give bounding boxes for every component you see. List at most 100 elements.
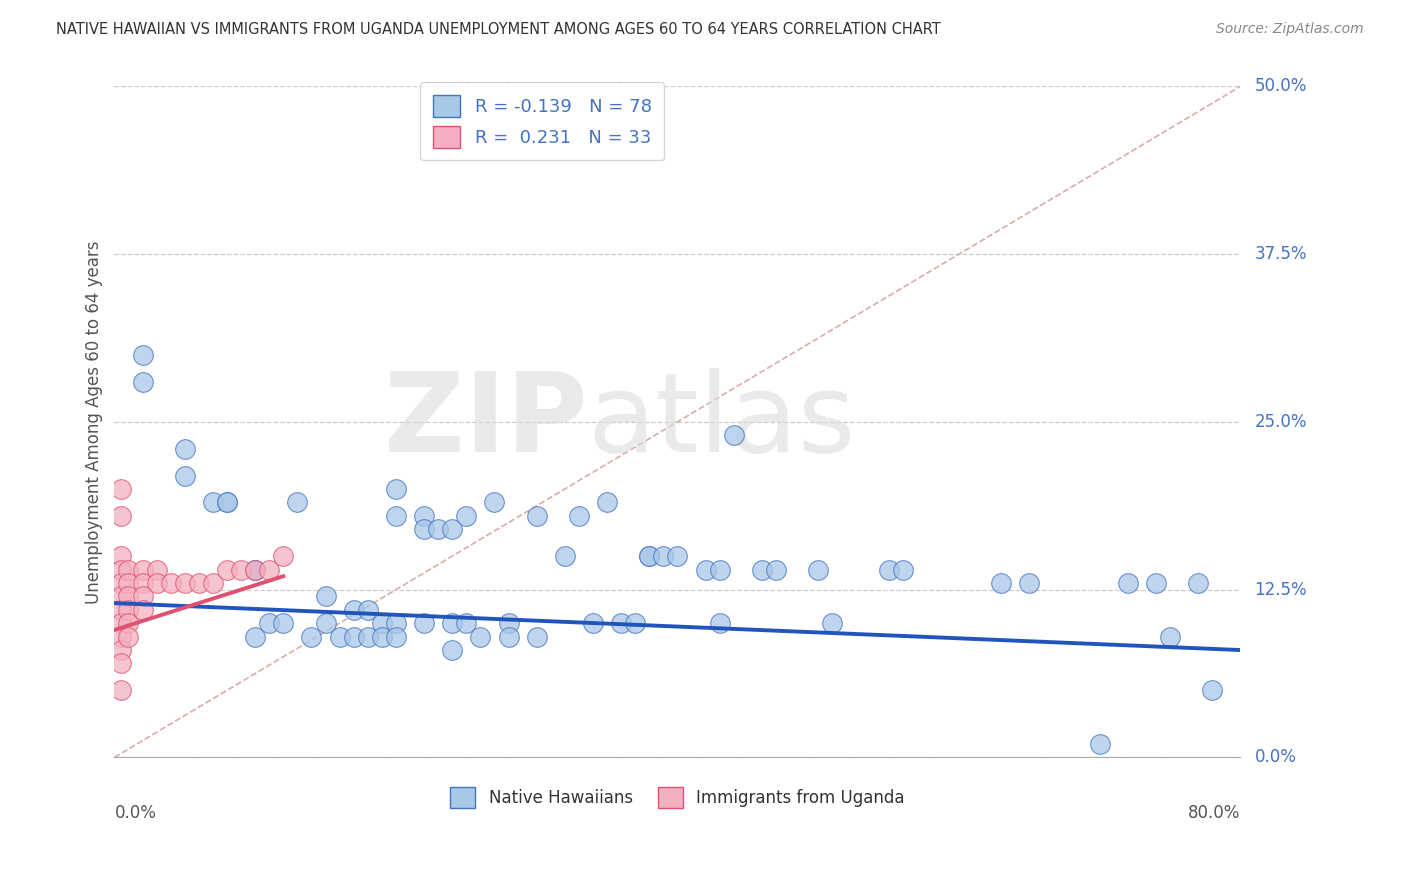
Point [1201,683,1223,698]
Point [1159,630,1181,644]
Point [357,603,380,617]
Point [441,522,464,536]
Point [554,549,576,563]
Point [131,590,153,604]
Point [413,522,436,536]
Point [821,616,844,631]
Text: NATIVE HAWAIIAN VS IMMIGRANTS FROM UGANDA UNEMPLOYMENT AMONG AGES 60 TO 64 YEARS: NATIVE HAWAIIAN VS IMMIGRANTS FROM UGAND… [56,22,941,37]
Point [498,630,520,644]
Point [131,53,153,67]
Point [301,630,323,644]
Text: ZIP: ZIP [384,368,588,475]
Point [201,576,224,591]
Point [441,643,464,657]
Point [385,630,408,644]
Point [385,616,408,631]
Point [751,562,773,576]
Text: 25.0%: 25.0% [1254,413,1308,431]
Point [110,657,132,671]
Point [110,508,132,523]
Point [638,549,661,563]
Point [287,495,309,509]
Text: 0.0%: 0.0% [114,805,156,822]
Point [596,495,619,509]
Point [187,576,209,591]
Point [385,508,408,523]
Point [117,562,139,576]
Point [568,508,591,523]
Point [990,576,1012,591]
Point [110,683,132,698]
Point [257,616,280,631]
Point [110,603,132,617]
Point [610,616,633,631]
Point [526,508,548,523]
Text: 50.0%: 50.0% [1254,78,1306,95]
Point [765,562,787,576]
Point [582,616,605,631]
Point [652,549,675,563]
Point [526,630,548,644]
Point [110,482,132,496]
Point [1116,576,1139,591]
Point [145,562,167,576]
Point [131,562,153,576]
Point [271,549,294,563]
Point [131,348,153,362]
Legend: Native Hawaiians, Immigrants from Uganda: Native Hawaiians, Immigrants from Uganda [441,780,912,816]
Point [371,630,394,644]
Point [215,562,238,576]
Point [413,616,436,631]
Point [159,576,181,591]
Text: atlas: atlas [588,368,856,475]
Point [484,495,506,509]
Point [243,630,266,644]
Point [709,562,731,576]
Point [215,495,238,509]
Point [470,630,492,644]
Point [110,590,132,604]
Point [315,590,337,604]
Text: Source: ZipAtlas.com: Source: ZipAtlas.com [1216,22,1364,37]
Point [1187,576,1209,591]
Point [229,562,252,576]
Text: 80.0%: 80.0% [1188,805,1240,822]
Point [891,562,914,576]
Point [498,616,520,631]
Point [456,508,478,523]
Point [385,482,408,496]
Point [1144,576,1167,591]
Point [110,616,132,631]
Point [709,616,731,631]
Point [173,576,195,591]
Point [695,562,717,576]
Text: 12.5%: 12.5% [1254,581,1308,599]
Point [110,549,132,563]
Text: 37.5%: 37.5% [1254,245,1308,263]
Point [110,576,132,591]
Point [427,522,450,536]
Point [343,630,366,644]
Point [131,576,153,591]
Point [371,616,394,631]
Point [257,562,280,576]
Point [110,643,132,657]
Point [329,630,352,644]
Point [131,603,153,617]
Point [117,603,139,617]
Point [456,616,478,631]
Point [666,549,689,563]
Point [1088,737,1111,751]
Point [243,562,266,576]
Point [807,562,830,576]
Point [271,616,294,631]
Point [131,375,153,389]
Point [624,616,647,631]
Point [723,428,745,442]
Point [173,468,195,483]
Point [243,562,266,576]
Point [638,549,661,563]
Point [357,630,380,644]
Point [413,508,436,523]
Point [173,442,195,456]
